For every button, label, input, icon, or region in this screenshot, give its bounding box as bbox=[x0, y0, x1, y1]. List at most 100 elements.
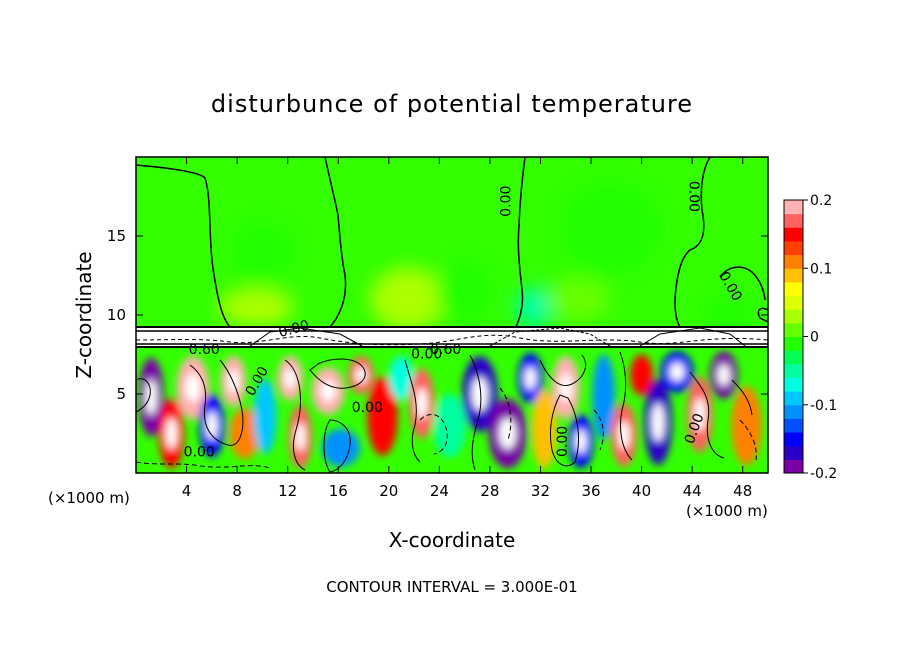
x-axis-ticks: 4 8 12 16 20 24 28 32 36 40 44 48 bbox=[182, 157, 752, 500]
x-tick-label: 8 bbox=[232, 482, 242, 500]
anomaly-core bbox=[499, 417, 517, 450]
colorbar-swatch bbox=[784, 213, 803, 228]
x-tick-label: 28 bbox=[480, 482, 499, 500]
anomaly-cell bbox=[531, 389, 557, 469]
x-axis-label: X-coordinate bbox=[389, 528, 516, 552]
anomaly-core bbox=[694, 397, 706, 432]
y-tick-label: 5 bbox=[116, 385, 126, 403]
y-axis-label: Z-coordinate bbox=[72, 251, 96, 378]
anomaly-core bbox=[559, 373, 573, 402]
anomaly-cell bbox=[630, 354, 653, 396]
anomaly-cell bbox=[367, 376, 398, 456]
lower-anomalies bbox=[136, 347, 768, 473]
anomaly-cell bbox=[229, 408, 260, 459]
y-axis-ticks: 5 10 15 bbox=[107, 227, 768, 403]
x-tick-label: 48 bbox=[733, 482, 752, 500]
colorbar-swatch bbox=[784, 350, 803, 365]
heatmap-field: 0.00 0.000.000.000.60 0.600.000.000.000.00… bbox=[136, 157, 768, 473]
contour-label: 0.60 bbox=[430, 342, 461, 358]
colorbar-tick-label: 0.2 bbox=[810, 193, 832, 209]
colorbar-swatch bbox=[784, 281, 803, 297]
contour-label: 0.00 bbox=[277, 317, 311, 341]
anomaly-core bbox=[618, 420, 630, 450]
x-tick-label: 20 bbox=[379, 482, 398, 500]
anomaly-cell bbox=[731, 386, 762, 466]
contour-label: 0.60 bbox=[189, 342, 220, 358]
x-tick-label: 12 bbox=[278, 482, 297, 500]
anomaly-cell bbox=[592, 354, 616, 440]
anomaly-core bbox=[295, 422, 306, 451]
colorbar-swatch bbox=[784, 254, 803, 269]
colorbar-swatch bbox=[784, 322, 803, 337]
colorbar-swatch bbox=[784, 377, 803, 392]
x-tick-label: 32 bbox=[531, 482, 550, 500]
x-unit-right: (×1000 m) bbox=[686, 502, 768, 520]
contour-interval-footer: CONTOUR INTERVAL = 3.000E-01 bbox=[326, 578, 577, 596]
anomaly-core bbox=[165, 417, 178, 450]
colorbar-swatch bbox=[784, 445, 803, 460]
anomaly-core bbox=[717, 364, 731, 386]
colorbar-tick-label: -0.2 bbox=[810, 466, 837, 482]
chart-title: disturbunce of potential temperature bbox=[211, 90, 693, 118]
anomaly-cell bbox=[433, 394, 466, 458]
colorbar-swatch bbox=[784, 459, 803, 474]
x-unit-left: (×1000 m) bbox=[48, 489, 130, 507]
contour-label: 0.00 bbox=[352, 400, 383, 416]
y-tick-label: 10 bbox=[107, 306, 126, 324]
anomaly-cell bbox=[321, 428, 360, 467]
colorbar-swatch bbox=[784, 336, 803, 351]
anomaly-core bbox=[145, 379, 157, 415]
anomaly-core bbox=[524, 366, 537, 390]
anomaly-core bbox=[471, 376, 488, 412]
contour-label: 0.00 bbox=[555, 426, 571, 457]
y-tick-label: 15 bbox=[107, 227, 126, 245]
upper-anomaly-cell bbox=[436, 259, 493, 323]
anomaly-core bbox=[320, 380, 336, 402]
upper-anomaly-cell bbox=[218, 288, 294, 327]
x-tick-label: 16 bbox=[329, 482, 348, 500]
anomaly-core bbox=[185, 373, 201, 402]
anomaly-core bbox=[651, 403, 665, 442]
colorbar-swatch bbox=[784, 404, 803, 419]
anomaly-core bbox=[284, 368, 296, 389]
contour-label: 0.00 bbox=[498, 186, 514, 217]
colorbar-swatch bbox=[784, 200, 803, 215]
colorbar-tick-label: 0.1 bbox=[810, 261, 832, 277]
upper-anomaly-cell bbox=[559, 180, 661, 276]
contour-label: 0.00 bbox=[411, 347, 442, 363]
upper-anomaly-cell bbox=[704, 296, 756, 334]
contour-label: 0.00 bbox=[184, 444, 215, 460]
upper-anomaly-cell bbox=[369, 267, 446, 331]
upper-anomaly-cell bbox=[546, 277, 611, 322]
colorbar-swatch bbox=[784, 240, 803, 256]
colorbar-tick-label: 0 bbox=[810, 330, 819, 346]
colorbar-swatch bbox=[784, 432, 803, 447]
colorbar-ticks: -0.2 -0.1 0 0.1 0.2 bbox=[803, 193, 837, 482]
colorbar-swatch bbox=[784, 363, 803, 378]
colorbar-swatch bbox=[784, 309, 803, 324]
contour-label: 0.00 bbox=[685, 181, 701, 212]
colorbar-swatch bbox=[784, 418, 803, 433]
upper-anomaly-cell bbox=[230, 220, 294, 284]
x-tick-label: 44 bbox=[683, 482, 702, 500]
anomaly-cell bbox=[253, 378, 277, 455]
colorbar-swatch bbox=[784, 295, 803, 310]
x-tick-label: 4 bbox=[182, 482, 192, 500]
inversion-layer bbox=[136, 327, 768, 347]
upper-anomalies bbox=[218, 180, 756, 334]
upper-zero-contours bbox=[136, 157, 768, 328]
anomaly-core bbox=[206, 411, 218, 440]
x-tick-label: 40 bbox=[632, 482, 651, 500]
colorbar bbox=[784, 200, 803, 474]
x-tick-label: 36 bbox=[581, 482, 600, 500]
upper-anomaly-cell bbox=[515, 286, 554, 328]
colorbar-swatch bbox=[784, 391, 803, 406]
colorbar-swatch bbox=[784, 227, 803, 242]
x-tick-label: 24 bbox=[430, 482, 449, 500]
inversion-contours bbox=[136, 326, 768, 348]
anomaly-cell bbox=[388, 356, 415, 401]
colorbar-tick-label: -0.1 bbox=[810, 398, 837, 414]
anomaly-core bbox=[415, 387, 428, 420]
lower-contours bbox=[136, 351, 757, 473]
